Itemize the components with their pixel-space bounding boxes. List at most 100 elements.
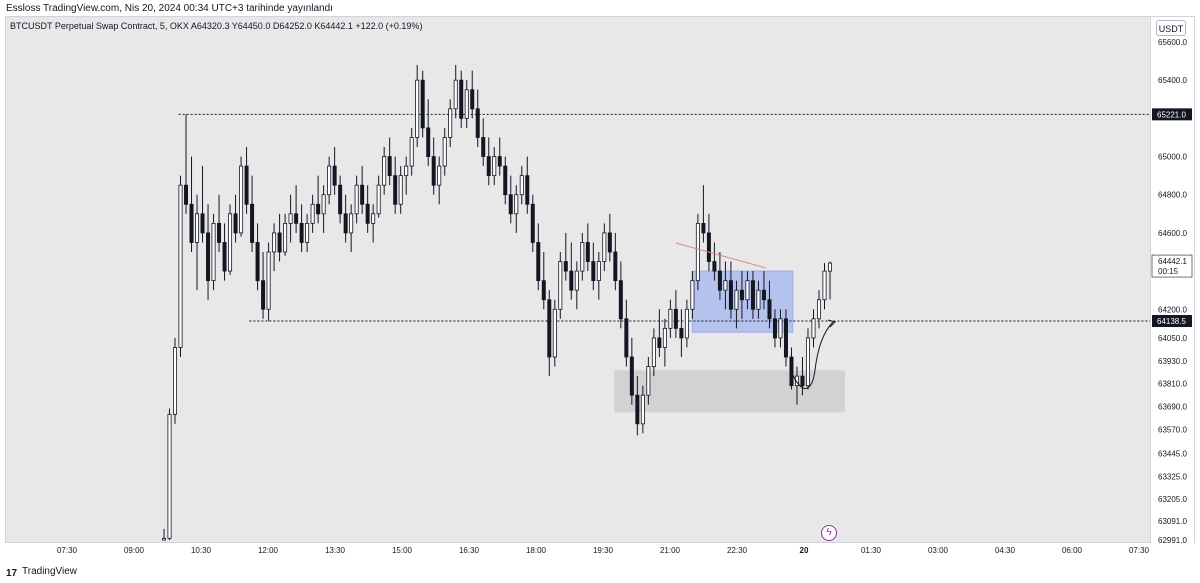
time-tick: 13:30 [325, 546, 346, 555]
lightning-icon[interactable]: ϟ [821, 525, 837, 541]
candle-body [541, 280, 546, 301]
candle-body [536, 242, 541, 282]
tradingview-logo[interactable]: 17 [6, 568, 18, 579]
candle-body [228, 213, 233, 272]
candle-body [398, 175, 403, 205]
current-price-box [1151, 254, 1193, 278]
candle-body [580, 242, 585, 272]
candle-body [508, 194, 513, 215]
candle-body [255, 242, 260, 282]
time-tick: 06:00 [1062, 546, 1083, 555]
zone-blue [691, 270, 794, 333]
candle-body [596, 261, 601, 282]
header-bar [0, 0, 1200, 16]
price-tick: 63445.0 [1158, 449, 1187, 458]
candle-body [272, 232, 277, 253]
candle-body [459, 79, 464, 119]
candle-body [266, 251, 271, 310]
price-tick: 64050.0 [1158, 334, 1187, 343]
candle-body [778, 318, 783, 339]
candle-body [651, 337, 656, 367]
candle-body [828, 262, 833, 272]
candle-body [761, 289, 766, 301]
candle-body [161, 537, 166, 541]
candle-body [404, 165, 409, 177]
countdown-label: 00:15 [1158, 267, 1179, 276]
price-label-bg [1152, 315, 1192, 328]
time-tick: 19:30 [593, 546, 614, 555]
candle-body [745, 280, 750, 301]
candle-body [316, 203, 321, 215]
candle-body [426, 127, 431, 157]
price-tick: 63930.0 [1158, 357, 1187, 366]
candle-body [332, 165, 337, 186]
candle-body [365, 203, 370, 224]
candle-body [486, 156, 491, 177]
candle-body [393, 175, 398, 205]
candle-body [717, 270, 722, 291]
candle-body [338, 184, 343, 215]
candle-body [657, 337, 662, 348]
candle-body [701, 222, 706, 234]
candle-body [327, 165, 332, 196]
candle-body [277, 232, 282, 253]
candle-body [360, 184, 365, 205]
candle-body [723, 280, 728, 291]
candle-body [167, 413, 172, 539]
candle-body [173, 347, 178, 415]
candle-body [206, 232, 211, 282]
candle-body [470, 89, 475, 110]
candle-body [706, 232, 711, 262]
candle-body [712, 261, 717, 272]
time-tick: 04:30 [995, 546, 1016, 555]
candle-body [629, 356, 634, 396]
candle-body [662, 327, 667, 348]
candle-body [519, 175, 524, 196]
price-tick: 63690.0 [1158, 403, 1187, 412]
currency-button[interactable]: USDT [1156, 20, 1186, 36]
candle-body [222, 242, 227, 272]
candle-body [607, 232, 612, 253]
price-tick: 64800.0 [1158, 191, 1187, 200]
arrow-head [827, 319, 836, 328]
current-price-label: 64442.1 [1158, 257, 1187, 266]
candle-body [552, 308, 557, 358]
candle-body [530, 203, 535, 243]
candle-body [585, 242, 590, 262]
candle-body [448, 108, 453, 138]
candle-body [305, 222, 310, 243]
candle-body [387, 156, 392, 177]
candle-body [728, 280, 733, 310]
candle-body [805, 337, 810, 387]
candle-body [233, 213, 238, 234]
symbol-legend[interactable]: BTCUSDT Perpetual Swap Contract, 5, OKX … [10, 21, 423, 31]
candle-body [294, 213, 299, 224]
candle-body [382, 156, 387, 186]
candle-body [547, 299, 552, 358]
price-scale[interactable] [1151, 16, 1195, 543]
candle-body [750, 280, 755, 310]
price-tick: 63205.0 [1158, 495, 1187, 504]
price-tick: 64600.0 [1158, 229, 1187, 238]
time-tick: 20 [800, 546, 809, 555]
candle-body [673, 308, 678, 329]
candle-body [624, 318, 629, 358]
candle-body [376, 184, 381, 215]
candle-body [635, 394, 640, 425]
tradingview-brand[interactable]: TradingView [22, 566, 78, 577]
candle-body [514, 194, 519, 215]
candle-body [283, 222, 288, 253]
price-label-bg [1152, 108, 1192, 121]
candle-body [310, 203, 315, 224]
candle-body [497, 156, 502, 167]
price-tick: 65400.0 [1158, 76, 1187, 85]
candle-body [442, 137, 447, 167]
candle-body [756, 289, 761, 310]
candle-body [453, 79, 458, 110]
price-tick: 62991.0 [1158, 536, 1187, 545]
candle-body [734, 289, 739, 310]
candle-body [288, 213, 293, 224]
price-tick: 63091.0 [1158, 517, 1187, 526]
candle-body [437, 165, 442, 186]
